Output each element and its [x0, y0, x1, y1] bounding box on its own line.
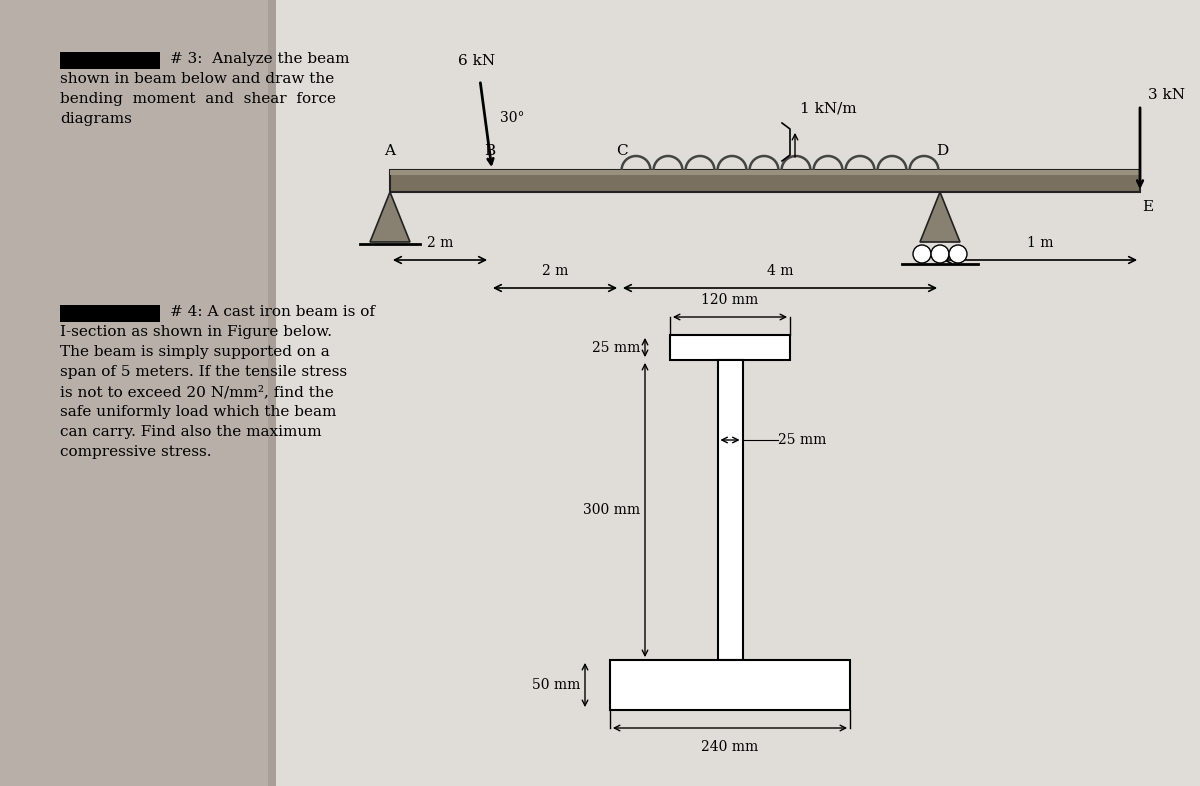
Text: 1 m: 1 m	[1027, 236, 1054, 250]
Circle shape	[931, 245, 949, 263]
Circle shape	[913, 245, 931, 263]
Text: A: A	[384, 144, 396, 158]
Text: compressive stress.: compressive stress.	[60, 445, 211, 459]
Text: 240 mm: 240 mm	[701, 740, 758, 754]
Bar	[60, 305, 160, 322]
Text: 25 mm: 25 mm	[592, 340, 640, 354]
Text: 120 mm: 120 mm	[701, 293, 758, 307]
Text: B: B	[485, 144, 496, 158]
Text: 30°: 30°	[500, 111, 524, 125]
Bar	[390, 170, 1140, 175]
Text: 2 m: 2 m	[542, 264, 568, 278]
Circle shape	[949, 245, 967, 263]
Text: can carry. Find also the maximum: can carry. Find also the maximum	[60, 425, 322, 439]
Text: bending  moment  and  shear  force: bending moment and shear force	[60, 92, 336, 106]
Text: D: D	[936, 144, 948, 158]
Text: C: C	[616, 144, 628, 158]
Bar	[0, 0, 270, 786]
Bar	[60, 52, 160, 69]
Text: 25 mm: 25 mm	[778, 433, 826, 447]
Text: 6 kN: 6 kN	[458, 54, 496, 68]
Text: is not to exceed 20 N/mm², find the: is not to exceed 20 N/mm², find the	[60, 385, 334, 399]
Bar	[670, 335, 790, 360]
Text: 3 kN: 3 kN	[1148, 88, 1186, 102]
Text: diagrams: diagrams	[60, 112, 132, 126]
Text: 300 mm: 300 mm	[583, 503, 640, 517]
Text: safe uniformly load which the beam: safe uniformly load which the beam	[60, 405, 336, 419]
Text: E: E	[1142, 200, 1153, 214]
Text: The beam is simply supported on a: The beam is simply supported on a	[60, 345, 330, 359]
Bar	[718, 360, 743, 660]
Text: shown in beam below and draw the: shown in beam below and draw the	[60, 72, 335, 86]
Text: span of 5 meters. If the tensile stress: span of 5 meters. If the tensile stress	[60, 365, 347, 379]
Bar	[268, 0, 276, 786]
Text: 2 m: 2 m	[427, 236, 454, 250]
Text: # 4: A cast iron beam is of: # 4: A cast iron beam is of	[170, 305, 374, 319]
Bar	[610, 660, 850, 710]
Text: 4 m: 4 m	[767, 264, 793, 278]
Polygon shape	[920, 192, 960, 242]
Text: I-section as shown in Figure below.: I-section as shown in Figure below.	[60, 325, 332, 339]
Polygon shape	[370, 192, 410, 242]
Text: 1 kN/m: 1 kN/m	[800, 101, 857, 115]
Text: 50 mm: 50 mm	[532, 678, 580, 692]
Text: # 3:  Analyze the beam: # 3: Analyze the beam	[170, 52, 349, 66]
Bar	[270, 0, 1200, 786]
Bar	[390, 170, 1140, 192]
